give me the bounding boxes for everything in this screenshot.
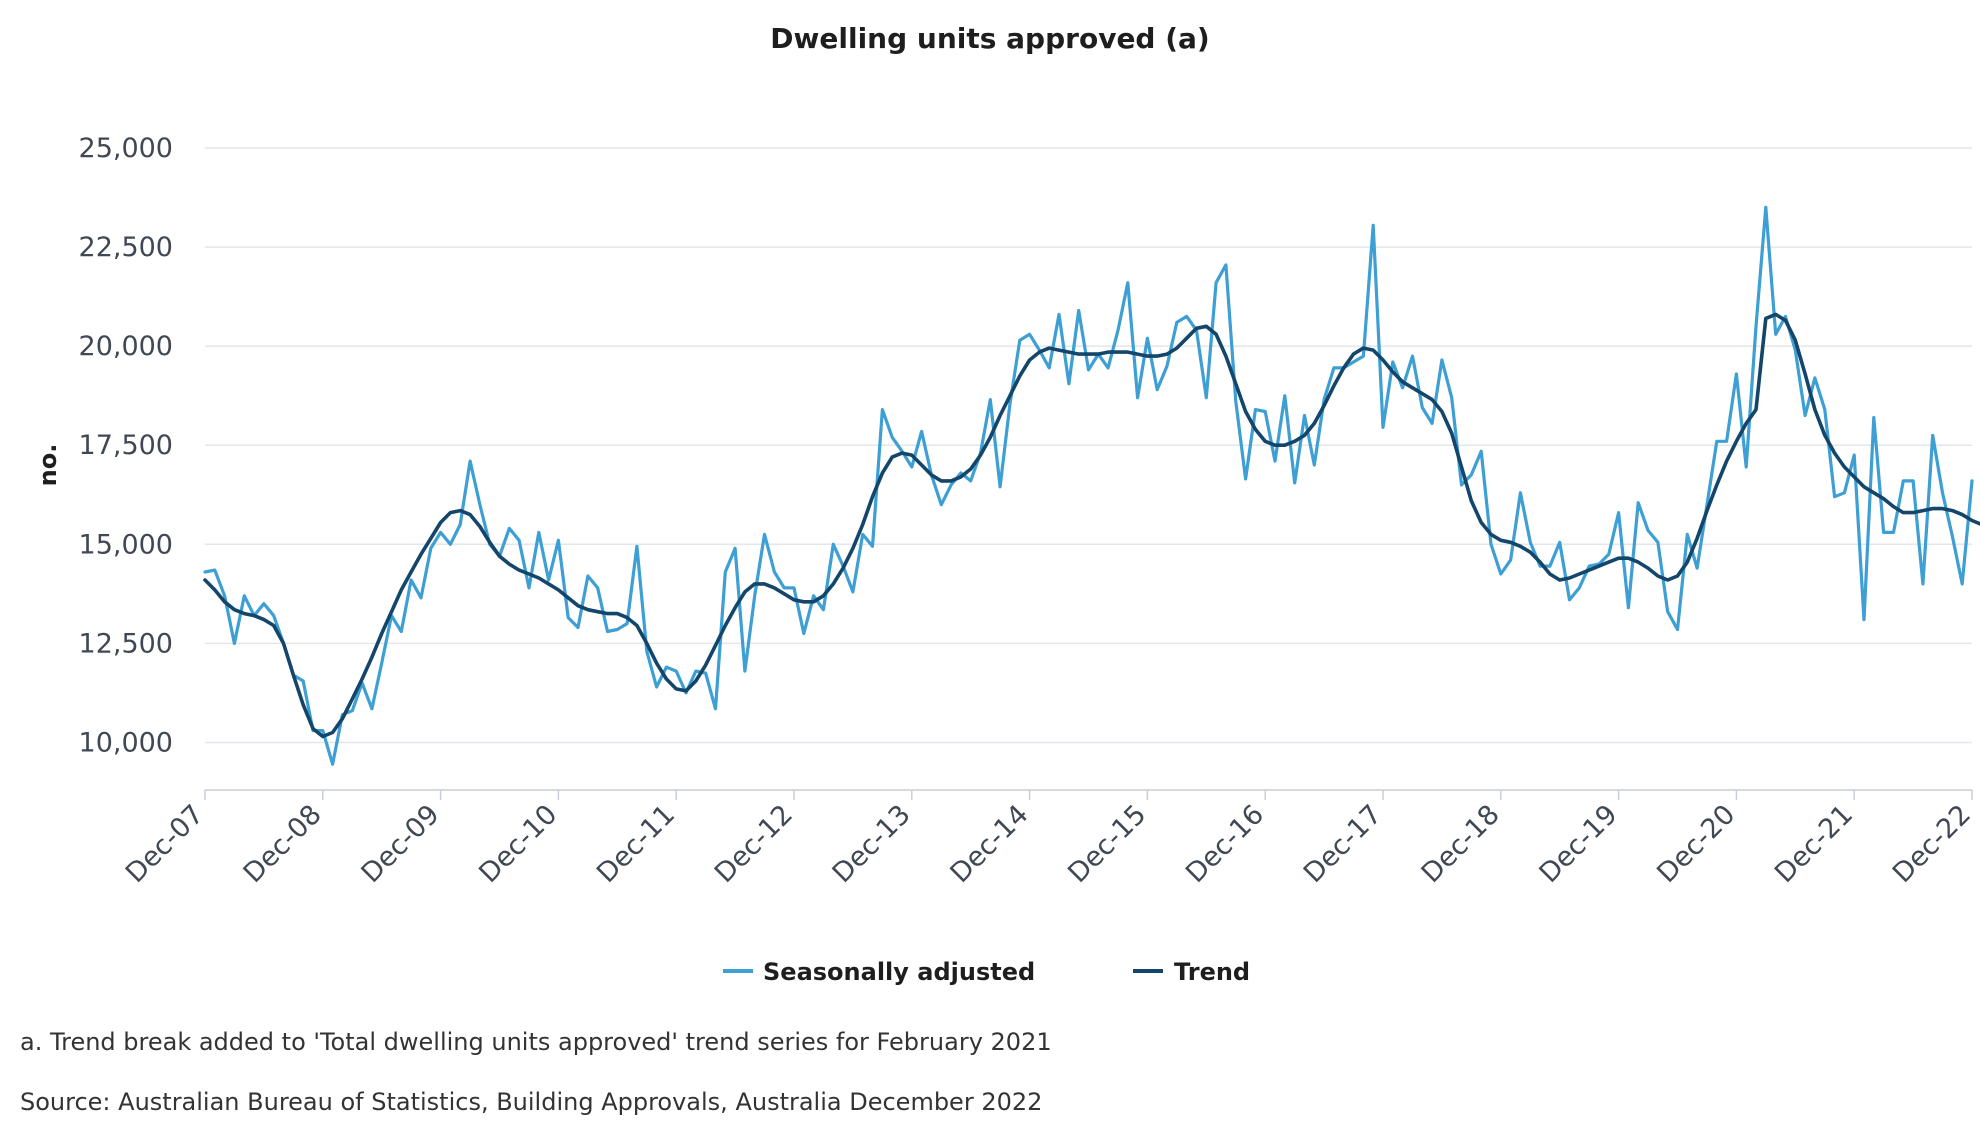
y-tick-label: 20,000 bbox=[79, 331, 173, 362]
y-tick-label: 12,500 bbox=[79, 628, 173, 659]
source-note: Source: Australian Bureau of Statistics,… bbox=[20, 1088, 1043, 1116]
y-tick-label: 25,000 bbox=[79, 133, 173, 164]
legend-item-seasonally-adjusted[interactable]: Seasonally adjusted bbox=[723, 958, 1035, 986]
y-tick-label: 10,000 bbox=[79, 727, 173, 758]
y-tick-label: 17,500 bbox=[79, 430, 173, 461]
legend: Seasonally adjusted Trend bbox=[723, 958, 1250, 986]
series-layer bbox=[203, 205, 1980, 766]
x-tick-label: Dec-07 bbox=[120, 799, 210, 889]
gridlines bbox=[205, 147, 1972, 744]
legend-label-trend: Trend bbox=[1174, 958, 1250, 986]
x-tick-label: Dec-14 bbox=[944, 799, 1034, 889]
x-tick-label: Dec-15 bbox=[1062, 799, 1152, 889]
y-tick-label: 22,500 bbox=[79, 232, 173, 263]
y-axis-label: no. bbox=[34, 444, 62, 487]
x-tick-label: Dec-10 bbox=[473, 799, 563, 889]
x-tick-label: Dec-21 bbox=[1769, 799, 1859, 889]
x-tick-label: Dec-09 bbox=[355, 799, 445, 889]
x-tick-label: Dec-11 bbox=[591, 799, 681, 889]
x-tick-label: Dec-20 bbox=[1651, 799, 1741, 889]
series-line-seasonally-adjusted[interactable] bbox=[203, 205, 1974, 766]
x-tick-label: Dec-18 bbox=[1416, 799, 1506, 889]
x-tick-label: Dec-19 bbox=[1533, 799, 1623, 889]
legend-item-trend[interactable]: Trend bbox=[1133, 958, 1250, 986]
y-tick-label: 15,000 bbox=[79, 529, 173, 560]
footnote: a. Trend break added to 'Total dwelling … bbox=[20, 1028, 1052, 1056]
x-tick-label: Dec-22 bbox=[1887, 799, 1977, 889]
x-axis-ticks: Dec-07 Dec-08 Dec-09 Dec-10 Dec-11 Dec-12 Dec-… bbox=[120, 790, 1977, 889]
x-tick-label: Dec-12 bbox=[709, 799, 799, 889]
x-tick-label: Dec-17 bbox=[1298, 799, 1388, 889]
series-line-trend[interactable] bbox=[203, 312, 1980, 739]
x-tick-label: Dec-08 bbox=[238, 799, 328, 889]
x-tick-label: Dec-16 bbox=[1180, 799, 1270, 889]
legend-label-seasonally-adjusted: Seasonally adjusted bbox=[763, 958, 1035, 986]
x-tick-label: Dec-13 bbox=[827, 799, 917, 889]
chart-title: Dwelling units approved (a) bbox=[770, 22, 1209, 55]
y-axis-ticks: 10,000 12,500 15,000 17,500 20,000 22,500 25,0… bbox=[79, 133, 173, 758]
